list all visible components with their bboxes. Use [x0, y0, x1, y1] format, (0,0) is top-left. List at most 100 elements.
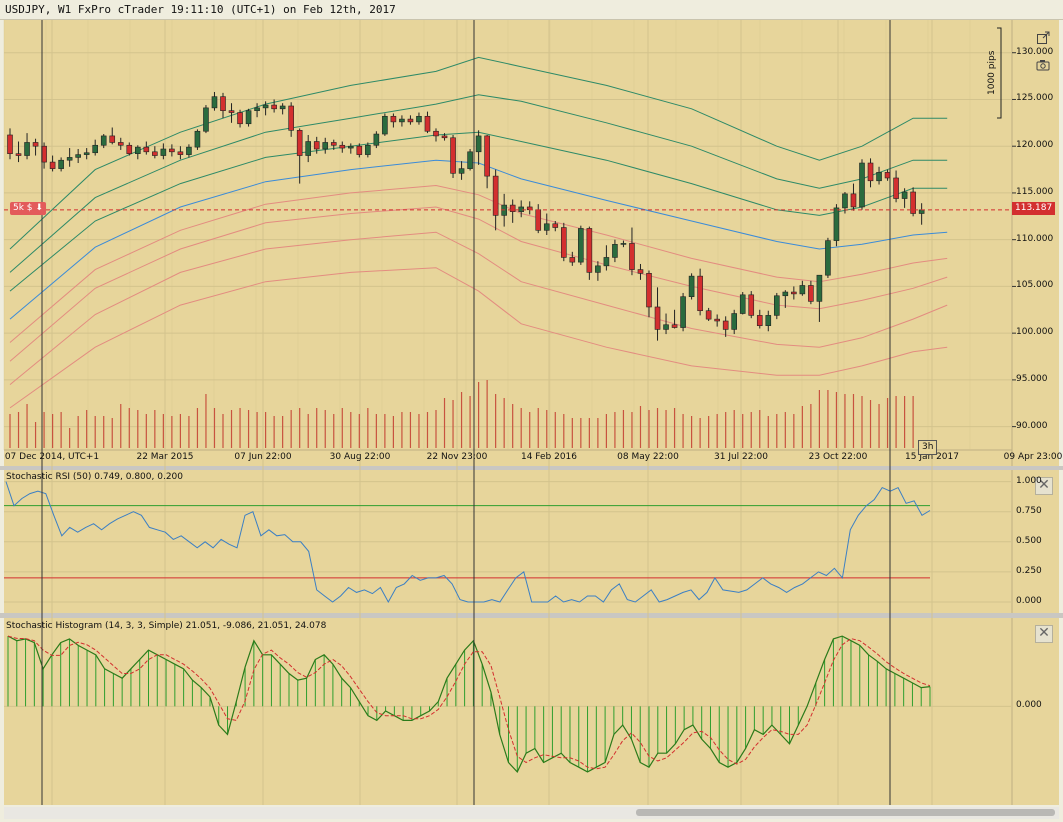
candle-bear	[671, 324, 678, 328]
candle-bull	[203, 107, 209, 132]
candle-bear	[441, 135, 448, 139]
candle-bear	[271, 104, 277, 110]
period-badge: 3h	[918, 440, 938, 455]
candle-bear	[552, 223, 559, 228]
band-lower2	[9, 206, 948, 362]
hist-k-line	[7, 635, 931, 773]
candle-bull	[543, 223, 550, 231]
candle-bear	[654, 306, 661, 330]
candle-bear	[535, 209, 542, 231]
candle-bear	[117, 142, 124, 146]
y-tick-label: 125.000	[1016, 93, 1054, 104]
candle-bull	[245, 110, 252, 125]
candle-bull	[416, 115, 422, 123]
candle-bear	[586, 228, 593, 273]
candle-bear	[569, 257, 576, 263]
candle-bull	[58, 159, 64, 169]
candle-bull	[322, 142, 329, 150]
candle-bull	[578, 228, 584, 263]
hist-panel-bg	[4, 618, 1059, 805]
candle-bear	[32, 142, 39, 147]
close-rsi-panel-button[interactable]: ✕	[1035, 477, 1053, 495]
main-axis-bg	[1012, 20, 1059, 466]
y-tick-label: 115.000	[1016, 186, 1054, 197]
candle-bull	[663, 324, 669, 330]
candle-bear	[126, 144, 133, 154]
x-tick-label: 31 Jul 22:00	[714, 452, 768, 462]
candle-bear	[109, 135, 116, 143]
candle-bear	[791, 291, 797, 295]
candle-bear	[705, 310, 712, 320]
camera-icon[interactable]	[1034, 59, 1052, 75]
candle-bull	[876, 172, 882, 182]
candle-bear	[484, 135, 490, 177]
candle-bear	[637, 269, 644, 274]
current-price-badge: 113.187	[1012, 202, 1056, 215]
candle-bull	[825, 240, 831, 276]
candle-bull	[279, 105, 286, 110]
candle-bear	[450, 137, 456, 174]
band-upper3	[9, 56, 948, 250]
panel-separator-2	[0, 613, 1063, 618]
candle-bull	[160, 148, 167, 156]
candle-bull	[186, 146, 192, 155]
candle-bull	[620, 243, 627, 245]
candle-bull	[399, 118, 405, 123]
title-bar: USDJPY, W1 FxPro cTrader 19:11:10 (UTC+1…	[0, 0, 1063, 20]
envelope-bands	[9, 56, 948, 409]
candle-bull	[458, 168, 465, 174]
candle-bear	[7, 134, 13, 154]
order-badge[interactable]: 5k $ ⬇	[10, 202, 46, 215]
candle-bull	[680, 296, 686, 328]
scrollbar-thumb[interactable]	[636, 809, 1055, 816]
candle-bear	[220, 96, 226, 111]
candle-bear	[296, 130, 303, 156]
candle-bull	[739, 294, 746, 314]
candle-bull	[100, 135, 107, 146]
candle-bull	[612, 244, 618, 258]
candle-bull	[305, 141, 312, 156]
y-tick-label: 100.000	[1016, 327, 1054, 338]
y-tick-label: 120.000	[1016, 140, 1054, 151]
candle-bear	[756, 315, 763, 326]
candle-bull	[773, 295, 780, 316]
candle-bear	[884, 172, 891, 179]
close-icon: ✕	[1038, 625, 1050, 641]
pips-ruler	[997, 27, 1002, 119]
stoch-hist-title: Stochastic Histogram (14, 3, 3, Simple) …	[6, 621, 327, 631]
candle-bear	[910, 191, 916, 214]
candle-bull	[833, 207, 840, 241]
candle-bear	[424, 115, 431, 132]
candle-bear	[808, 285, 814, 302]
candle-bull	[731, 313, 738, 330]
close-hist-panel-button[interactable]: ✕	[1035, 625, 1053, 643]
candle-bull	[211, 96, 218, 109]
volume-bars	[9, 380, 914, 448]
candle-bear	[339, 144, 346, 149]
candle-bull	[467, 151, 473, 169]
y-tick-label: 105.000	[1016, 280, 1054, 291]
hist-y-tick-label: 0.000	[1016, 700, 1042, 711]
candle-bear	[288, 105, 294, 131]
stoch-rsi-plot	[4, 481, 1012, 604]
candle-bear	[228, 110, 235, 113]
xaxis-bg	[4, 450, 1012, 466]
band-middle	[9, 159, 948, 320]
candle-bear	[509, 204, 516, 212]
y-tick-label: 110.000	[1016, 233, 1054, 244]
candle-bear	[526, 206, 533, 211]
panel-separator-1	[0, 466, 1063, 470]
candle-bull	[842, 193, 848, 209]
candle-bull	[782, 291, 789, 297]
x-tick-label: 23 Oct 22:00	[808, 452, 868, 462]
candle-bull	[603, 257, 610, 267]
x-tick-label: 08 May 22:00	[617, 452, 679, 462]
x-tick-label: 14 Feb 2016	[520, 452, 578, 462]
x-tick-label: 22 Mar 2015	[136, 452, 194, 462]
popout-icon[interactable]	[1034, 31, 1052, 47]
candle-bull	[135, 146, 141, 154]
candle-bull	[262, 104, 269, 109]
candle-bear	[143, 146, 150, 153]
